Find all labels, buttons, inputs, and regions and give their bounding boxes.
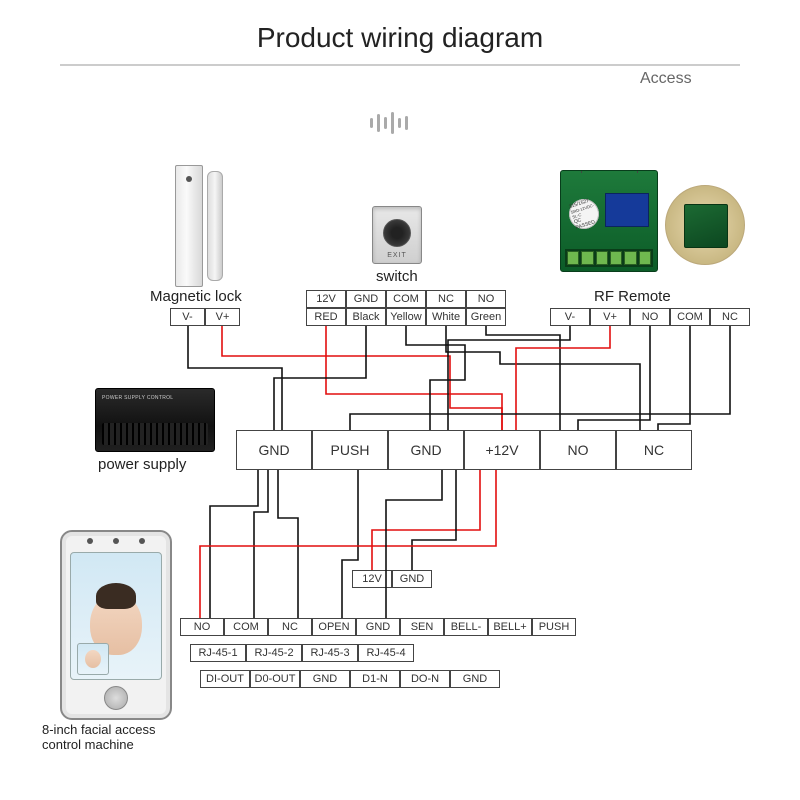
switch-color-black: Black	[346, 308, 386, 326]
switch-term-no: NO	[466, 290, 506, 308]
power-supply-icon	[95, 388, 215, 452]
dev3-term-do-n: DO-N	[400, 670, 450, 688]
rf-label: RF Remote	[594, 288, 671, 305]
dev1-term-sen: SEN	[400, 618, 444, 636]
diagram-stage: Product wiring diagram Access Magnetic l…	[0, 0, 800, 800]
dev3-term-d0-out: D0-OUT	[250, 670, 300, 688]
switch-term-nc: NC	[426, 290, 466, 308]
rf-term-com: COM	[670, 308, 710, 326]
psu-term-gnd: GND	[392, 570, 432, 588]
dev1-term-bell-: BELL-	[444, 618, 488, 636]
magnetic-lock-label: Magnetic lock	[150, 288, 242, 305]
bus-term-nc: NC	[616, 430, 692, 470]
title-rule	[60, 64, 740, 66]
dev1-term-nc: NC	[268, 618, 312, 636]
bus-term-gnd: GND	[236, 430, 312, 470]
dev1-term-push: PUSH	[532, 618, 576, 636]
dev2-term-rj-45-2: RJ-45-2	[246, 644, 302, 662]
dev3-term-gnd: GND	[450, 670, 500, 688]
dev3-term-gnd: GND	[300, 670, 350, 688]
switch-term-12v: 12V	[306, 290, 346, 308]
switch-color-green: Green	[466, 308, 506, 326]
facial-device-icon	[60, 530, 172, 720]
exit-switch-icon: EXIT	[372, 206, 422, 264]
dev1-term-com: COM	[224, 618, 268, 636]
rf-board-icon: 315/1527 SRD-12VDC-SL-C QC PASSED	[560, 170, 658, 272]
maglock-term-v-: V-	[170, 308, 205, 326]
device-label: 8-inch facial access control machine	[42, 722, 155, 752]
dev1-term-open: OPEN	[312, 618, 356, 636]
bus-term-push: PUSH	[312, 430, 388, 470]
magnetic-lock-icon	[165, 165, 235, 285]
bus-term-+12v: +12V	[464, 430, 540, 470]
rf-remote-icon	[665, 185, 745, 265]
dev2-term-rj-45-3: RJ-45-3	[302, 644, 358, 662]
rf-term-v-: V-	[550, 308, 590, 326]
switch-term-gnd: GND	[346, 290, 386, 308]
maglock-term-v+: V+	[205, 308, 240, 326]
rf-term-nc: NC	[710, 308, 750, 326]
dev1-term-bell+: BELL+	[488, 618, 532, 636]
rf-term-v+: V+	[590, 308, 630, 326]
switch-label: switch	[376, 268, 418, 285]
bus-term-no: NO	[540, 430, 616, 470]
switch-color-white: White	[426, 308, 466, 326]
dev3-term-d1-n: D1-N	[350, 670, 400, 688]
psu-term-12v: 12V	[352, 570, 392, 588]
dev2-term-rj-45-4: RJ-45-4	[358, 644, 414, 662]
psu-label: power supply	[98, 456, 186, 473]
switch-color-yellow: Yellow	[386, 308, 426, 326]
switch-exit-text: EXIT	[373, 252, 421, 259]
dev1-term-gnd: GND	[356, 618, 400, 636]
bus-term-gnd: GND	[388, 430, 464, 470]
dev1-term-no: NO	[180, 618, 224, 636]
page-title: Product wiring diagram	[0, 22, 800, 54]
dev2-term-rj-45-1: RJ-45-1	[190, 644, 246, 662]
switch-color-red: RED	[306, 308, 346, 326]
switch-term-com: COM	[386, 290, 426, 308]
corner-label: Access	[640, 70, 692, 88]
rf-term-no: NO	[630, 308, 670, 326]
dev3-term-di-out: DI-OUT	[200, 670, 250, 688]
decorative-ticks	[370, 110, 430, 136]
